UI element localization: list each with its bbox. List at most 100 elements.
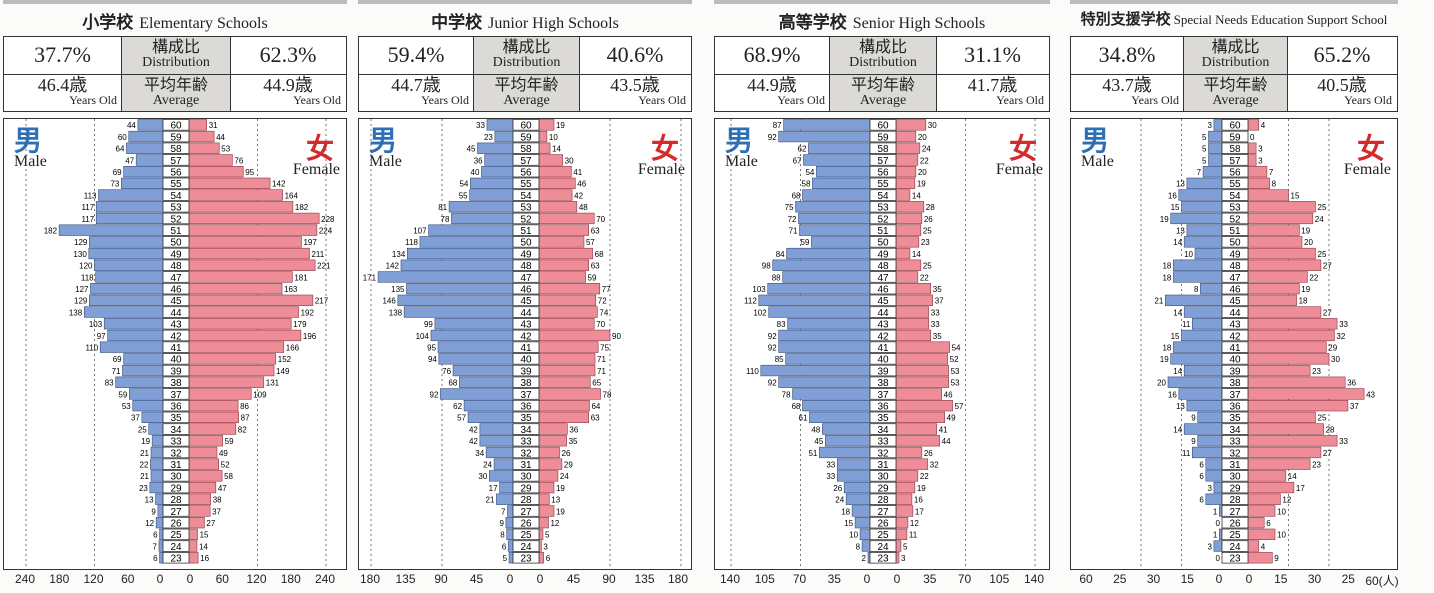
female-value-label: 131 (266, 379, 280, 388)
panel-top-rule (1070, 0, 1398, 4)
female-years-old: Years Old (293, 93, 341, 107)
male-bar (128, 130, 164, 143)
age-box (869, 493, 897, 505)
male-value-label: 23 (484, 133, 493, 142)
x-tick-label: 70 (957, 572, 972, 586)
age-box (162, 224, 190, 236)
age-box (162, 329, 190, 342)
age-box (869, 259, 897, 271)
female-bar (188, 481, 217, 494)
age-box (1221, 411, 1249, 424)
female-bar (188, 540, 198, 552)
age-label: 37 (520, 390, 532, 401)
age-box (1221, 470, 1249, 482)
age-label: 28 (1229, 495, 1241, 506)
age-label: 25 (170, 530, 182, 541)
female-bar (188, 399, 239, 412)
male-value-label: 97 (97, 332, 106, 341)
male-bar (159, 552, 164, 564)
pyramid-panel: 特別支援学校 Special Needs Education Support Sc… (1070, 0, 1399, 593)
male-bar (1186, 224, 1223, 236)
age-box (512, 399, 540, 412)
age-box (162, 470, 190, 482)
male-bar (434, 318, 514, 330)
female-value-label: 49 (947, 414, 956, 423)
female-value-label: 27 (1323, 262, 1332, 271)
male-bar (812, 177, 871, 189)
male-value-label: 134 (392, 250, 406, 259)
age-label: 23 (170, 554, 182, 565)
stats-divider (715, 74, 1049, 75)
age-label: 60 (520, 121, 532, 132)
female-value-label: 14 (199, 542, 208, 551)
female-bar (895, 165, 917, 178)
age-box (162, 423, 190, 435)
age-label: 37 (1229, 390, 1241, 401)
age-label: 35 (1229, 413, 1241, 424)
age-label: 28 (170, 495, 182, 506)
age-label: 50 (1229, 238, 1241, 249)
age-box (512, 294, 540, 307)
age-box (162, 411, 190, 424)
male-value-label: 117 (81, 203, 94, 212)
average-label: 平均年齢 Average (121, 75, 231, 111)
male-bar (778, 376, 871, 388)
female-bar (895, 154, 919, 166)
x-tick-label: 15 (1274, 572, 1288, 586)
female-bar (895, 329, 932, 342)
male-bar (103, 318, 164, 330)
age-label: 38 (877, 378, 889, 389)
male-label-ja: 男 (369, 124, 398, 157)
male-bar (1186, 399, 1223, 412)
age-box (512, 177, 540, 190)
female-value-label: 82 (238, 425, 247, 434)
male-value-label: 11 (1182, 449, 1191, 458)
age-box (512, 201, 540, 213)
male-bar (1165, 294, 1223, 306)
age-label: 48 (877, 261, 889, 272)
male-bar (792, 388, 871, 400)
age-box (1221, 540, 1249, 552)
female-bar (1247, 189, 1289, 201)
age-label: 29 (877, 483, 889, 494)
male-value-label: 129 (74, 238, 88, 247)
female-bar (538, 306, 598, 318)
age-label: 24 (520, 542, 532, 553)
male-value-label: 44 (127, 121, 136, 130)
female-value-label: 86 (240, 402, 249, 411)
male-value-label: 182 (44, 227, 58, 236)
female-bar (895, 540, 902, 552)
age-label: 44 (877, 308, 889, 319)
female-value-label: 46 (944, 390, 953, 399)
male-value-label: 15 (1171, 203, 1180, 212)
male-age-value: 44.7歳 (391, 75, 441, 95)
stats-table: 68.9% 31.1% 構成比 Distribution 平均年齢 Average 44.9… (714, 36, 1050, 112)
male-bar (859, 528, 871, 540)
female-value-label: 95 (245, 168, 254, 177)
age-box (512, 271, 540, 283)
female-value-label: 14 (552, 145, 561, 154)
average-en: Average (503, 93, 550, 108)
female-bar (1247, 236, 1303, 248)
panel-title-ja: 小学校 (82, 13, 134, 33)
age-label: 56 (877, 168, 889, 179)
female-bar (538, 423, 568, 435)
age-label: 31 (170, 460, 182, 471)
age-box (869, 516, 897, 529)
female-value-label: 22 (920, 273, 929, 282)
female-bar (895, 516, 909, 529)
age-box (1221, 528, 1249, 541)
age-box (162, 154, 190, 166)
age-box (512, 516, 540, 529)
male-value-label: 9 (1191, 414, 1196, 423)
male-value-label: 83 (777, 320, 786, 329)
male-bar (822, 423, 871, 435)
age-label: 33 (520, 437, 532, 448)
female-bar (188, 458, 219, 470)
female-value-label: 33 (1339, 320, 1348, 329)
male-value-label: 103 (752, 285, 766, 294)
age-label: 44 (1229, 308, 1241, 319)
male-bar (467, 411, 514, 423)
male-value-label: 18 (1162, 344, 1171, 353)
male-value-label: 10 (1184, 250, 1193, 259)
